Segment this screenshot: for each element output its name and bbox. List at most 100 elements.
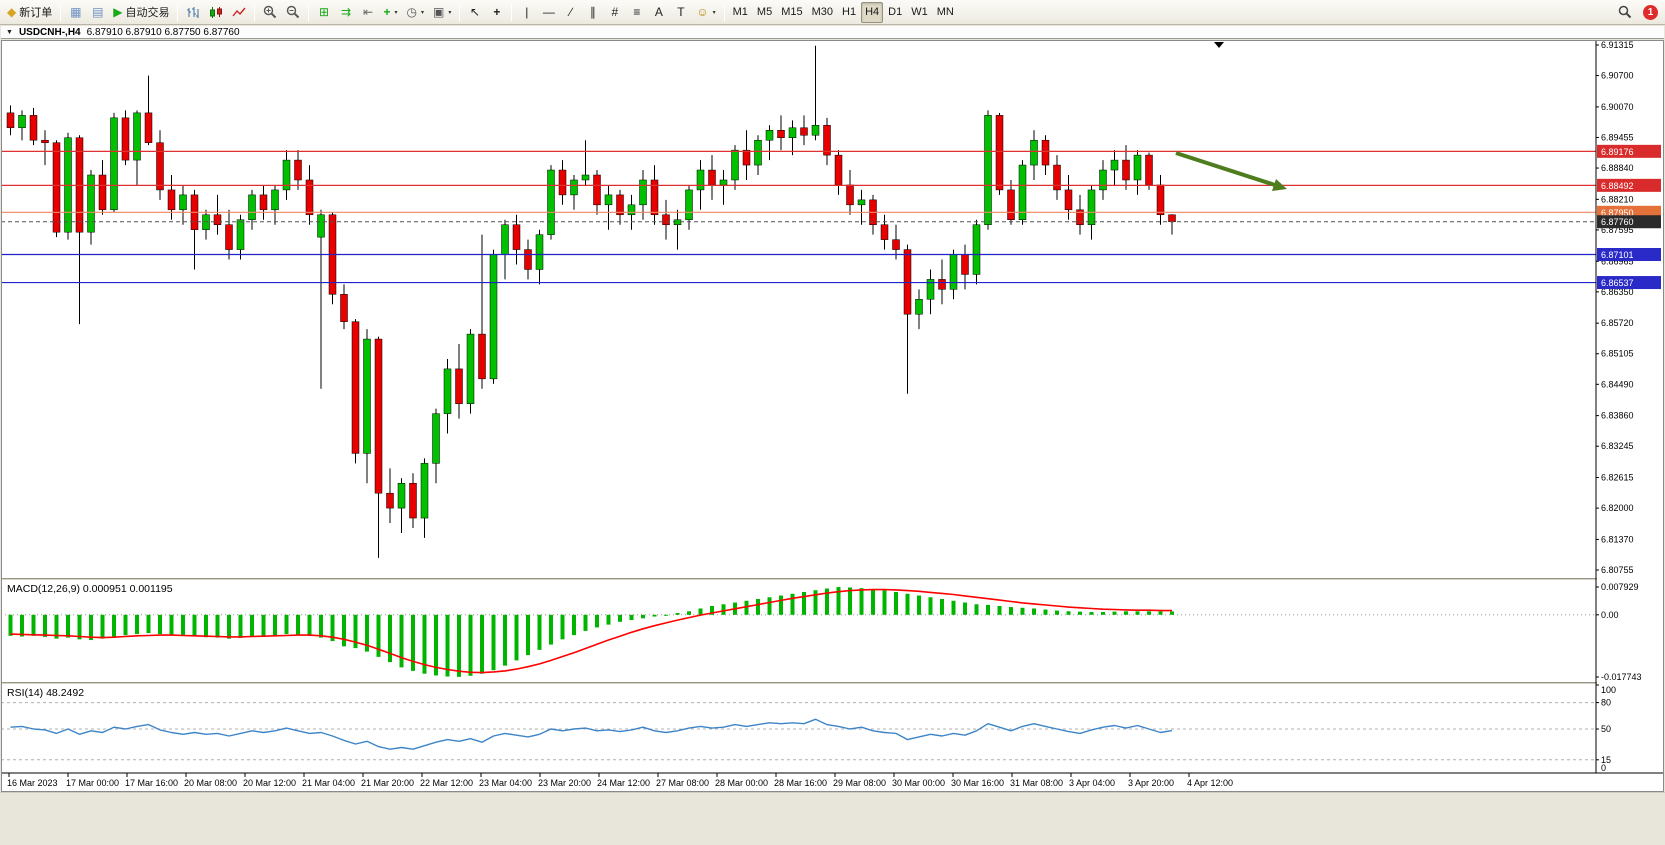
price-tag (1597, 215, 1661, 229)
svg-text:6.89176: 6.89176 (1601, 147, 1634, 157)
svg-text:31 Mar 08:00: 31 Mar 08:00 (1010, 778, 1063, 788)
new-order-button[interactable]: ◆ 新订单 (3, 2, 56, 23)
text-button[interactable]: A (648, 2, 669, 23)
svg-text:RSI(14) 48.2492: RSI(14) 48.2492 (7, 687, 84, 699)
svg-text:27 Mar 08:00: 27 Mar 08:00 (656, 778, 709, 788)
templates-button[interactable]: ▣ ▾ (429, 2, 455, 23)
timeframe-m15-button-label: M15 (781, 6, 803, 18)
fibonacci-button[interactable]: # (604, 2, 625, 23)
svg-text:6.88210: 6.88210 (1601, 194, 1634, 204)
timeframe-m1-button[interactable]: M1 (729, 2, 752, 23)
cursor-button[interactable]: ↖ (464, 2, 485, 23)
svg-text:6.86350: 6.86350 (1601, 287, 1634, 297)
auto-scroll-icon: ⇉ (340, 5, 351, 19)
magnifier-icon (1618, 5, 1632, 19)
periods-button[interactable]: ◷ ▾ (403, 2, 429, 23)
svg-text:6.85720: 6.85720 (1601, 318, 1634, 328)
zoom-in-button[interactable] (259, 2, 281, 23)
channel-icon: ∥ (589, 5, 596, 19)
grid-lines-icon: ≡ (633, 5, 641, 19)
channel-button[interactable]: ∥ (582, 2, 603, 23)
crosshair-icon: + (493, 5, 501, 19)
zoom-out-icon (286, 5, 300, 19)
tile-windows-icon: ⊞ (318, 5, 329, 19)
vertical-line-button[interactable]: | (516, 2, 537, 23)
timeframe-mn-button-label: MN (936, 6, 954, 18)
arrows-button[interactable]: ☺ ▾ (692, 2, 719, 23)
svg-text:3 Apr 20:00: 3 Apr 20:00 (1128, 778, 1174, 788)
arrow-annotation[interactable] (1175, 151, 1279, 188)
trendline-button[interactable]: ∕ (560, 2, 581, 23)
timeframe-mn-button[interactable]: MN (933, 2, 958, 23)
chart-shift-button[interactable]: ⇤ (357, 2, 378, 23)
svg-text:6.87101: 6.87101 (1601, 250, 1634, 260)
vertical-line-icon: | (525, 5, 529, 19)
horizontal-line-icon: — (542, 5, 555, 19)
rsi-axis-labels: 100 80 50 150 (1596, 684, 1616, 774)
svg-text:6.82000: 6.82000 (1601, 503, 1634, 513)
new-chart-button[interactable]: ▦ (65, 2, 86, 23)
line-chart-button[interactable] (228, 2, 250, 23)
svg-text:28 Mar 16:00: 28 Mar 16:00 (774, 778, 827, 788)
price-tag (1597, 178, 1661, 192)
candlestick-chart-button[interactable] (205, 2, 227, 23)
indicators-button[interactable]: + ▾ (379, 2, 401, 23)
horizontal-line-button[interactable]: — (538, 2, 559, 23)
svg-text:30 Mar 00:00: 30 Mar 00:00 (892, 778, 945, 788)
timeframe-m30-button-label: M30 (811, 6, 834, 18)
svg-text:20 Mar 08:00: 20 Mar 08:00 (184, 778, 237, 788)
svg-text:29 Mar 08:00: 29 Mar 08:00 (833, 778, 886, 788)
tile-windows-button[interactable]: ⊞ (313, 2, 334, 23)
timeframe-h4-button[interactable]: H4 (861, 1, 884, 23)
timeframe-m30-button[interactable]: M30 (808, 2, 837, 23)
timeframe-h1-button[interactable]: H1 (838, 2, 860, 23)
svg-text:17 Mar 16:00: 17 Mar 16:00 (125, 778, 178, 788)
auto-trading-button[interactable]: ▶ 自动交易 (109, 2, 173, 23)
timeframe-m15-button[interactable]: M15 (777, 2, 806, 23)
price-axis-column (1597, 40, 1664, 792)
svg-text:23 Mar 04:00: 23 Mar 04:00 (479, 778, 532, 788)
line-chart-icon (232, 6, 247, 19)
chart-area[interactable]: 6.91315 6.90700 6.90070 6.89455 6.88840 6.882… (1, 40, 1664, 792)
chevron-down-icon: ▾ (448, 9, 452, 16)
svg-text:21 Mar 04:00: 21 Mar 04:00 (302, 778, 355, 788)
timeframe-m5-button[interactable]: M5 (753, 2, 776, 23)
bar-chart-icon (186, 6, 200, 19)
trendline-icon: ∕ (569, 5, 572, 19)
auto-scroll-button[interactable]: ⇉ (335, 2, 356, 23)
toolbar-separator (254, 3, 256, 21)
add-indicator-icon: + (383, 5, 391, 19)
crosshair-button[interactable]: + (486, 2, 507, 23)
macd-histogram (8, 587, 1174, 677)
toolbar-separator (511, 3, 513, 21)
price-tag (1597, 276, 1661, 290)
profiles-icon: ▤ (92, 5, 104, 19)
svg-text:30 Mar 16:00: 30 Mar 16:00 (951, 778, 1004, 788)
svg-text:6.87595: 6.87595 (1601, 225, 1634, 235)
text-label-button[interactable]: T (670, 2, 691, 23)
svg-text:15: 15 (1601, 755, 1611, 765)
timeframe-d1-button[interactable]: D1 (884, 2, 906, 23)
svg-text:6.86537: 6.86537 (1601, 278, 1634, 288)
timeframe-m1-button-label: M1 (732, 6, 748, 18)
bar-chart-button[interactable] (182, 2, 204, 23)
panel-splitter[interactable] (1, 578, 1664, 581)
zoom-out-button[interactable] (282, 2, 304, 23)
svg-text:100: 100 (1601, 685, 1616, 695)
collapse-icon[interactable]: ▼ (6, 28, 13, 36)
chart-shift-marker[interactable] (1214, 42, 1224, 48)
search-button[interactable] (1614, 2, 1636, 23)
profiles-button[interactable]: ▤ (87, 2, 108, 23)
panel-splitter[interactable] (1, 682, 1664, 685)
svg-text:6.90070: 6.90070 (1601, 102, 1634, 112)
rsi-line (10, 718, 1173, 750)
notification-badge[interactable]: 1 (1643, 4, 1658, 20)
timeframe-w1-button[interactable]: W1 (907, 2, 932, 23)
svg-text:6.82615: 6.82615 (1601, 473, 1634, 483)
svg-text:6.83245: 6.83245 (1601, 441, 1634, 451)
cycle-lines-button[interactable]: ≡ (626, 2, 647, 23)
svg-text:50: 50 (1601, 724, 1611, 734)
svg-text:-0.017743: -0.017743 (1601, 672, 1642, 682)
timeframe-m5-button-label: M5 (756, 6, 773, 18)
